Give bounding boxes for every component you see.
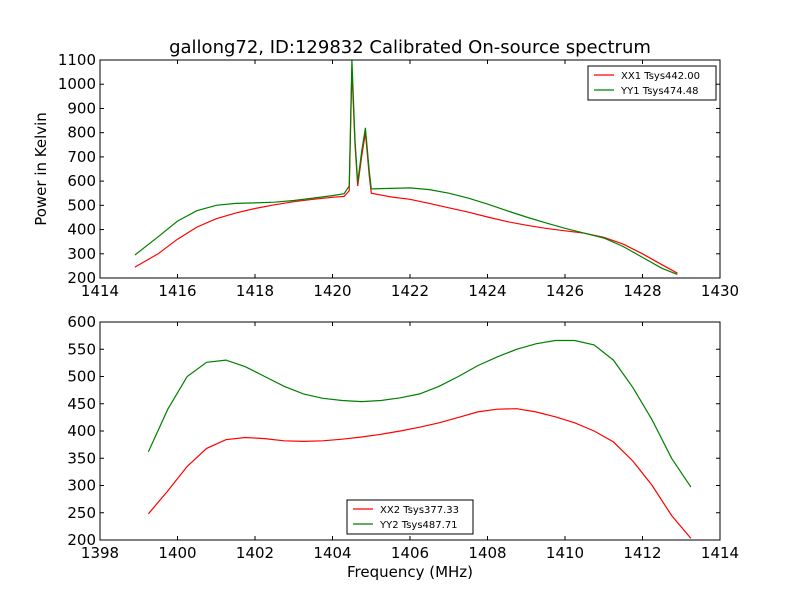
y-tick-label-0-6: 800 xyxy=(67,124,96,142)
y-tick-label-0-1: 300 xyxy=(67,245,96,263)
legend-box-0 xyxy=(587,65,717,101)
y-tick-label-0-9: 1100 xyxy=(58,51,96,69)
y-tick-label-1-7: 550 xyxy=(67,340,96,358)
series-line-0-1 xyxy=(134,60,678,275)
y-tick-label-1-1: 250 xyxy=(67,504,96,522)
legend-label-0-1: YY1 Tsys474.48 xyxy=(620,86,699,97)
x-tick-label-0-4: 1422 xyxy=(391,282,429,300)
x-tick-label-1-5: 1408 xyxy=(468,544,506,562)
chart-title: gallong72, ID:129832 Calibrated On-sourc… xyxy=(169,37,651,58)
x-tick-label-0-5: 1424 xyxy=(468,282,506,300)
legend-1: XX2 Tsys377.33 YY2 Tsys487.71 xyxy=(346,499,474,535)
x-tick-label-1-3: 1404 xyxy=(313,544,351,562)
y-tick-label-1-3: 350 xyxy=(67,449,96,467)
y-tick-label-0-3: 500 xyxy=(67,196,96,214)
x-tick-label-1-2: 1402 xyxy=(236,544,274,562)
y-tick-label-1-8: 600 xyxy=(67,313,96,331)
x-tick-label-1-1: 1400 xyxy=(158,544,196,562)
y-tick-label-1-6: 500 xyxy=(67,368,96,386)
series-line-1-1 xyxy=(147,339,692,488)
x-tick-label-1-6: 1410 xyxy=(546,544,584,562)
y-tick-label-0-2: 400 xyxy=(67,221,96,239)
y-tick-label-0-0: 200 xyxy=(67,269,96,287)
y-tick-label-1-2: 300 xyxy=(67,477,96,495)
x-tick-label-1-8: 1414 xyxy=(701,544,739,562)
x-tick-label-0-1: 1416 xyxy=(158,282,196,300)
legend-label-0-0: XX1 Tsys442.00 xyxy=(621,71,700,82)
y-tick-label-1-5: 450 xyxy=(67,395,96,413)
x-tick-label-0-6: 1426 xyxy=(546,282,584,300)
series-line-1-0 xyxy=(147,408,692,539)
x-tick-label-0-2: 1418 xyxy=(236,282,274,300)
legend-label-1-1: YY2 Tsys487.71 xyxy=(379,520,458,531)
y-tick-label-1-0: 200 xyxy=(67,531,96,549)
legend-box-1 xyxy=(346,499,474,535)
top-plot: 1414 1416 1418 1420 1422 1424 1426 1428 1430 200 3… xyxy=(58,51,739,300)
x-tick-label-0-3: 1420 xyxy=(313,282,351,300)
x-tick-label-0-0: 1414 xyxy=(81,282,119,300)
x-tick-label-1-4: 1406 xyxy=(391,544,429,562)
bottom-plot: 1398 1400 1402 1404 1406 1408 1410 1412 1414 200 2… xyxy=(67,313,739,562)
legend-label-1-0: XX2 Tsys377.33 xyxy=(380,505,459,516)
y-tick-label-0-5: 700 xyxy=(67,148,96,166)
legend-0: XX1 Tsys442.00 YY1 Tsys474.48 xyxy=(587,65,717,101)
x-axis-label-bottom: Frequency (MHz) xyxy=(347,563,473,581)
y-tick-label-1-4: 400 xyxy=(67,422,96,440)
x-tick-label-1-7: 1412 xyxy=(623,544,661,562)
x-tick-label-0-8: 1430 xyxy=(701,282,739,300)
x-tick-label-1-0: 1398 xyxy=(81,544,119,562)
x-tick-label-0-7: 1428 xyxy=(623,282,661,300)
y-tick-label-0-7: 900 xyxy=(67,99,96,117)
y-tick-label-0-4: 600 xyxy=(67,172,96,190)
y-tick-label-0-8: 1000 xyxy=(58,75,96,93)
y-axis-label-top: Power in Kelvin xyxy=(32,112,50,226)
